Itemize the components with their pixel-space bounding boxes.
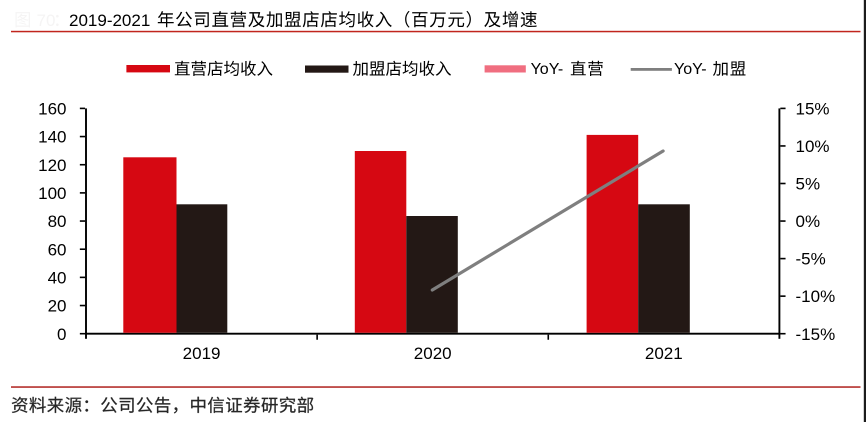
svg-text:YoY-: YoY- [531,61,564,78]
svg-text:YoY-: YoY- [674,61,707,78]
svg-text:-5%: -5% [796,250,826,269]
svg-text:10%: 10% [796,137,830,156]
svg-text:5%: 5% [796,175,821,194]
svg-text:100: 100 [38,184,66,203]
svg-text:0%: 0% [796,212,821,231]
svg-text:15%: 15% [796,100,830,119]
svg-text:60: 60 [48,240,67,259]
svg-text:120: 120 [38,156,66,175]
svg-text:2020: 2020 [414,344,452,363]
svg-text:140: 140 [38,128,66,147]
svg-text:2021: 2021 [645,344,683,363]
svg-text:2019: 2019 [183,344,221,363]
svg-text:-15%: -15% [796,325,836,344]
svg-text:160: 160 [38,100,66,119]
svg-text:20: 20 [48,297,67,316]
svg-text:-10%: -10% [796,287,836,306]
svg-text:2019-2021: 2019-2021 [69,11,150,30]
svg-text:40: 40 [48,269,67,288]
svg-text:0: 0 [57,325,66,344]
svg-text:70: 70 [37,11,56,30]
svg-text:80: 80 [48,212,67,231]
